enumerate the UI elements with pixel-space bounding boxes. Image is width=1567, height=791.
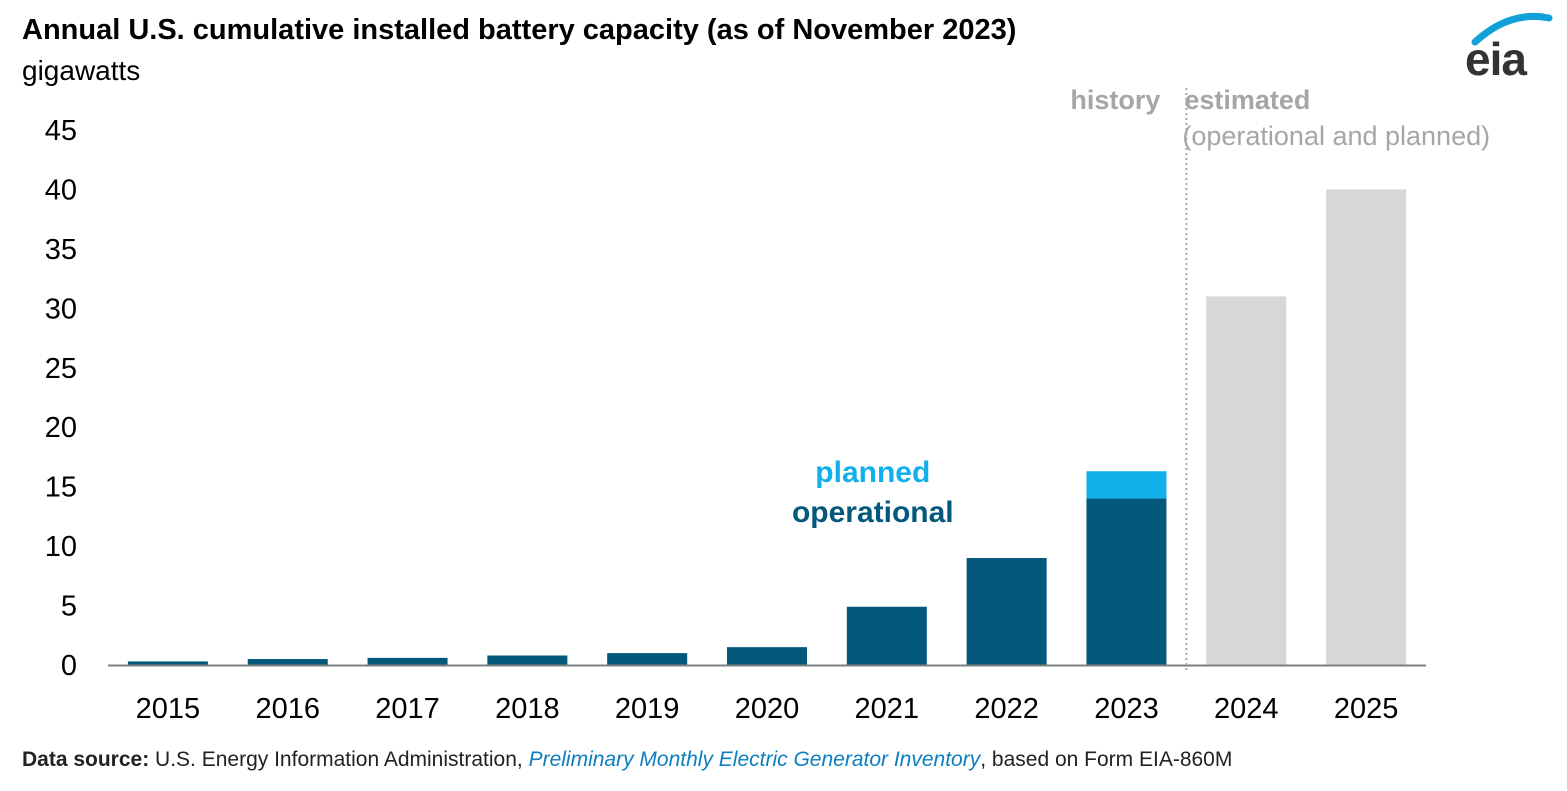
source-label: Data source: xyxy=(22,748,150,771)
x-tick-label: 2022 xyxy=(974,693,1039,725)
y-tick-label: 25 xyxy=(45,353,77,385)
chart-title: Annual U.S. cumulative installed battery… xyxy=(22,14,1017,46)
bar-operational-2021 xyxy=(846,606,927,665)
bar-operational-2016 xyxy=(247,659,328,665)
logo-text: eia xyxy=(1465,33,1527,85)
y-tick-label: 40 xyxy=(45,174,77,206)
estimated-label: estimated xyxy=(1184,85,1310,115)
bar-operational-2015 xyxy=(127,661,208,665)
y-tick-label: 45 xyxy=(45,115,77,147)
x-tick-label: 2023 xyxy=(1094,693,1159,725)
x-tick-label: 2015 xyxy=(136,693,201,725)
y-tick-label: 5 xyxy=(61,591,77,623)
y-tick-label: 20 xyxy=(45,412,77,444)
x-tick-label: 2021 xyxy=(855,693,920,725)
x-tick-label: 2025 xyxy=(1334,693,1399,725)
x-tick-label: 2018 xyxy=(495,693,560,725)
data-source: Data source: U.S. Energy Information Adm… xyxy=(22,748,1232,772)
bar-estimated-2025 xyxy=(1326,189,1407,665)
legend-operational: operational xyxy=(792,496,954,529)
legend-planned: planned xyxy=(815,456,930,489)
bar-operational-2022 xyxy=(966,558,1047,665)
x-tick-label: 2019 xyxy=(615,693,680,725)
source-suffix: , based on Form EIA-860M xyxy=(980,748,1233,771)
bar-operational-2023 xyxy=(1086,498,1167,665)
x-tick-label: 2017 xyxy=(375,693,440,725)
y-tick-label: 10 xyxy=(45,531,77,563)
source-prefix: U.S. Energy Information Administration, xyxy=(149,748,529,771)
history-label: history xyxy=(1070,85,1160,115)
bar-operational-2019 xyxy=(607,653,688,665)
bar-planned-2023 xyxy=(1086,471,1167,499)
source-publication-link[interactable]: Preliminary Monthly Electric Generator I… xyxy=(528,748,981,771)
bar-operational-2020 xyxy=(727,647,807,665)
bar-operational-2017 xyxy=(367,657,448,665)
x-tick-label: 2024 xyxy=(1214,693,1279,725)
y-tick-label: 30 xyxy=(45,293,77,325)
chart-unit-label: gigawatts xyxy=(22,55,141,86)
y-tick-label: 15 xyxy=(45,472,77,504)
y-tick-label: 0 xyxy=(61,650,77,682)
bar-operational-2018 xyxy=(487,655,568,665)
x-tick-label: 2016 xyxy=(255,693,320,725)
eia-logo: eia xyxy=(1465,8,1555,85)
logo-arc-icon xyxy=(1471,12,1553,46)
x-tick-label: 2020 xyxy=(735,693,800,725)
y-tick-label: 35 xyxy=(45,234,77,266)
bar-estimated-2024 xyxy=(1206,296,1287,665)
estimated-note-label: (operational and planned) xyxy=(1182,121,1490,151)
